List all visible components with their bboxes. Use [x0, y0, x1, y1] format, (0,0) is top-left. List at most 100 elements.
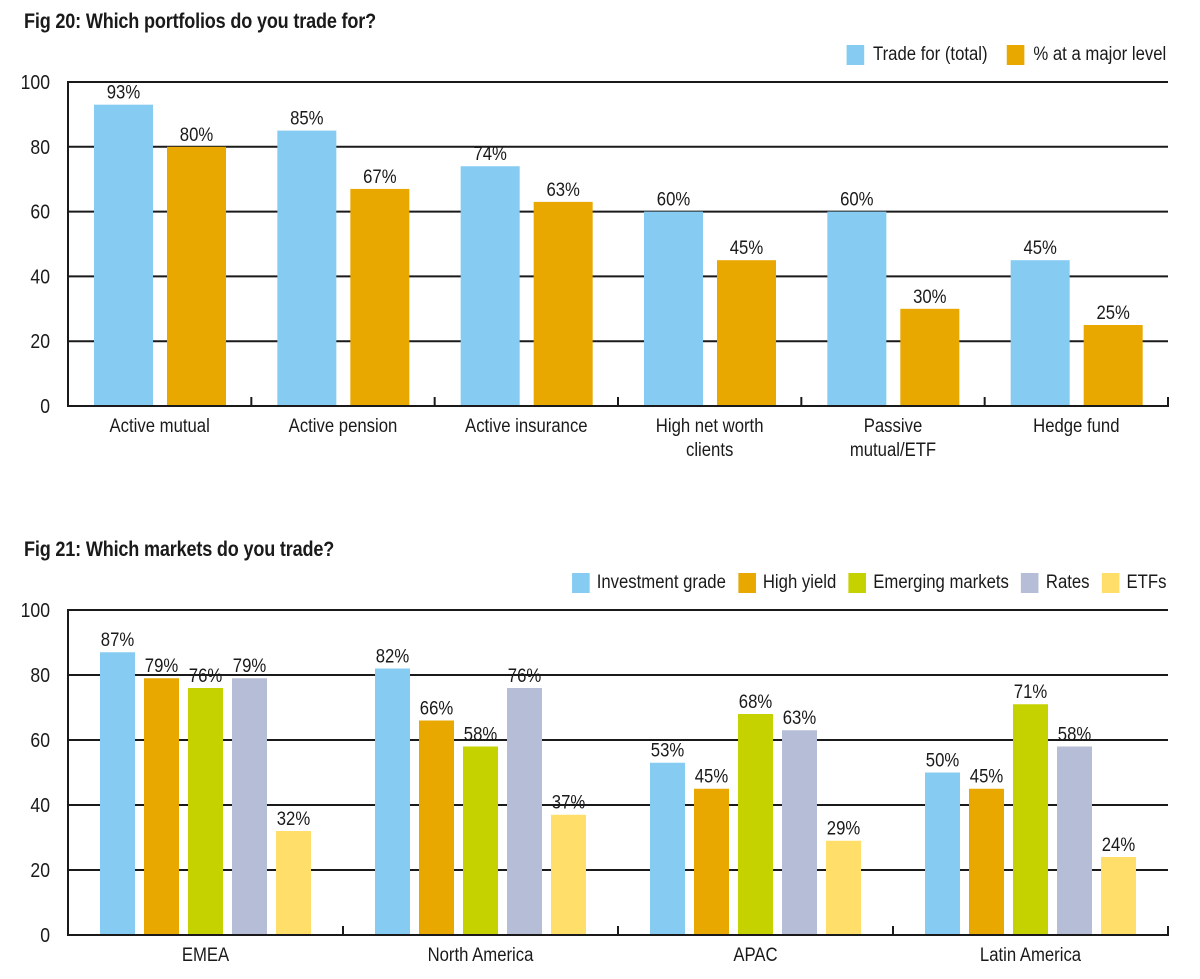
x-tick-label: High net worth	[656, 415, 764, 436]
data-label: 32%	[277, 808, 311, 829]
y-tick-label: 0	[40, 924, 50, 946]
y-tick-label: 80	[30, 136, 50, 158]
bar-at-a-major-level	[350, 188, 410, 406]
bar-emerging-markets	[463, 746, 498, 935]
bar-at-a-major-level	[1083, 325, 1143, 406]
fig21-title: Fig 21: Which markets do you trade?	[24, 538, 335, 561]
y-tick-label: 60	[30, 729, 50, 751]
bar-at-a-major-level	[717, 260, 776, 406]
data-label: 66%	[420, 698, 454, 719]
legend-label: ETFs	[1126, 572, 1166, 593]
bar-high-yield	[419, 720, 454, 935]
bar-rates	[1057, 746, 1092, 935]
bar-at-a-major-level	[533, 201, 593, 406]
y-tick-label: 40	[30, 794, 50, 816]
x-tick-label: Latin America	[980, 944, 1081, 965]
y-tick-label: 100	[21, 71, 50, 93]
x-tick-label: APAC	[733, 944, 777, 965]
data-label: 93%	[107, 82, 141, 103]
legend-swatch-investment-grade	[571, 573, 590, 593]
data-label: 60%	[840, 189, 874, 210]
bar-etfs	[551, 814, 586, 935]
data-label: 67%	[363, 166, 397, 187]
y-tick-label: 40	[30, 265, 50, 287]
data-label: 53%	[651, 740, 685, 761]
bar-rates	[507, 688, 542, 935]
legend-label: High yield	[762, 572, 836, 593]
y-tick-label: 20	[30, 330, 50, 352]
data-label: 68%	[739, 691, 773, 712]
data-label: 37%	[552, 792, 586, 813]
bar-rates	[782, 730, 817, 935]
legend-label: Trade for (total)	[872, 44, 988, 65]
data-label: 60%	[657, 189, 691, 210]
data-label: 76%	[189, 665, 223, 686]
y-tick-label: 80	[30, 664, 50, 686]
bar-emerging-markets	[188, 688, 223, 935]
data-label: 58%	[464, 724, 498, 745]
legend-label: Emerging markets	[872, 572, 1009, 593]
legend-swatch-major-level	[1006, 45, 1025, 65]
x-tick-label: North America	[428, 944, 534, 965]
data-label: 45%	[730, 237, 764, 258]
data-label: 45%	[970, 766, 1004, 787]
data-label: 29%	[827, 818, 861, 839]
data-label: 50%	[926, 750, 960, 771]
legend-swatch-high-yield	[737, 573, 756, 593]
data-label: 79%	[145, 655, 179, 676]
legend-label: % at a major level	[1033, 44, 1166, 65]
y-tick-label: 0	[40, 395, 50, 417]
data-label: 80%	[180, 124, 214, 145]
data-label: 63%	[546, 179, 580, 200]
bar-etfs	[1101, 857, 1136, 935]
data-label: 45%	[695, 766, 729, 787]
data-label: 25%	[1096, 302, 1130, 323]
legend-swatch-trade-for-total	[846, 45, 864, 65]
data-label: 74%	[473, 143, 507, 164]
legend-item-high-yield: High yield	[737, 572, 836, 594]
legend-item-emerging-markets: Emerging markets	[848, 572, 1008, 594]
bar-high-yield	[694, 788, 729, 935]
bar-at-a-major-level	[900, 308, 960, 406]
bar-trade-for-total	[827, 211, 887, 406]
x-tick-label: Passive	[864, 415, 923, 436]
y-tick-label: 60	[30, 201, 50, 223]
bar-trade-for-total	[1010, 260, 1070, 406]
bar-investment-grade	[925, 772, 960, 935]
bar-trade-for-total	[460, 166, 520, 406]
data-label: 24%	[1102, 834, 1136, 855]
bar-etfs	[826, 840, 861, 935]
bar-high-yield	[144, 678, 179, 935]
bar-emerging-markets	[1013, 704, 1048, 935]
bar-investment-grade	[375, 668, 410, 935]
legend-swatch-etfs	[1101, 573, 1120, 593]
legend-item-etfs: ETFs	[1101, 572, 1166, 594]
data-label: 45%	[1023, 237, 1057, 258]
fig20-title: Fig 20: Which portfolios do you trade fo…	[24, 10, 376, 33]
data-label: 82%	[376, 646, 410, 667]
bar-trade-for-total	[644, 211, 703, 406]
legend-label: Rates	[1045, 572, 1090, 593]
x-tick-label: Active insurance	[465, 415, 588, 436]
legend-swatch-rates	[1020, 573, 1039, 593]
data-label: 79%	[233, 655, 267, 676]
data-label: 87%	[101, 629, 135, 650]
bar-emerging-markets	[738, 714, 773, 935]
y-tick-label: 100	[21, 599, 50, 621]
data-label: 85%	[290, 108, 324, 129]
y-tick-label: 20	[30, 859, 50, 881]
legend-item-investment-grade: Investment grade	[571, 572, 725, 594]
legend-swatch-emerging-markets	[848, 573, 866, 593]
bar-high-yield	[969, 788, 1004, 935]
data-label: 71%	[1014, 681, 1048, 702]
x-tick-label: Active mutual	[110, 415, 210, 436]
fig21-legend: Investment grade High yield Emerging mar…	[559, 572, 1166, 594]
bar-at-a-major-level	[167, 146, 226, 407]
x-tick-label: Hedge fund	[1033, 415, 1119, 436]
data-label: 63%	[783, 707, 817, 728]
data-label: 58%	[1058, 724, 1092, 745]
bar-investment-grade	[650, 762, 685, 935]
legend-item-major-level: % at a major level	[1006, 44, 1166, 66]
x-tick-label: mutual/ETF	[850, 439, 936, 460]
